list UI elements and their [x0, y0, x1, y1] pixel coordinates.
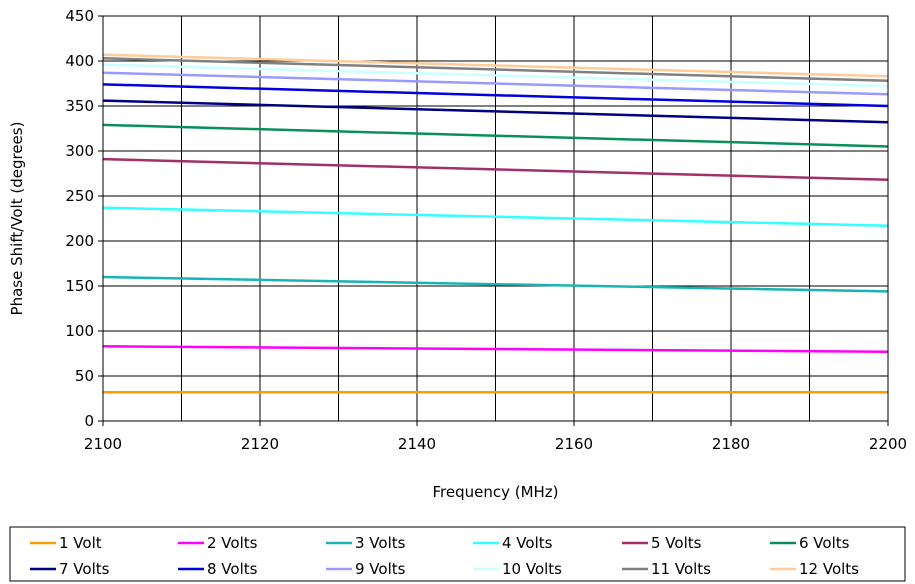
- legend-item-4: 4 Volts: [473, 534, 553, 552]
- y-tick-label-0: 0: [84, 412, 94, 430]
- series-line-6: [102, 123, 889, 148]
- legend-label-8: 8 Volts: [207, 560, 258, 578]
- y-tick-label-3: 150: [65, 277, 94, 295]
- y-axis-title: Phase Shift/Volt (degrees): [8, 122, 26, 316]
- legend-item-12: 12 Volts: [770, 560, 859, 578]
- x-tick-label-4: 2180: [712, 435, 750, 453]
- legend-item-9: 9 Volts: [326, 560, 406, 578]
- series-line-2: [102, 345, 889, 353]
- legend-label-5: 5 Volts: [651, 534, 702, 552]
- legend-item-5: 5 Volts: [622, 534, 702, 552]
- legend-label-12: 12 Volts: [799, 560, 859, 578]
- legend-label-6: 6 Volts: [799, 534, 850, 552]
- x-tick-label-2: 2140: [398, 435, 436, 453]
- legend-item-7: 7 Volts: [30, 560, 110, 578]
- x-tick-label-0: 2100: [84, 435, 122, 453]
- y-tick-label-6: 300: [65, 142, 94, 160]
- legend-label-3: 3 Volts: [355, 534, 406, 552]
- legend-item-10: 10 Volts: [473, 560, 562, 578]
- x-tick-label-3: 2160: [555, 435, 593, 453]
- y-tick-label-2: 100: [65, 322, 94, 340]
- series-line-3: [102, 275, 889, 293]
- y-tick-label-9: 450: [65, 7, 94, 25]
- legend-item-1: 1 Volt: [30, 534, 102, 552]
- legend-label-11: 11 Volts: [651, 560, 711, 578]
- legend-item-8: 8 Volts: [178, 560, 258, 578]
- series-line-10: [102, 63, 889, 88]
- legend-item-3: 3 Volts: [326, 534, 406, 552]
- series-line-5: [102, 157, 889, 182]
- x-tick-label-5: 2200: [869, 435, 907, 453]
- y-tick-label-4: 200: [65, 232, 94, 250]
- legend-label-4: 4 Volts: [502, 534, 553, 552]
- legend-item-11: 11 Volts: [622, 560, 711, 578]
- series-line-11: [102, 57, 889, 83]
- series-line-8: [102, 83, 889, 108]
- legend-items: 1 Volt 2 Volts 3 Volts 4 Volts 5 Volts 6 Volt…: [30, 534, 859, 578]
- y-tick-label-7: 350: [65, 97, 94, 115]
- x-tick-label-1: 2120: [241, 435, 279, 453]
- legend-label-10: 10 Volts: [502, 560, 562, 578]
- y-tick-label-5: 250: [65, 187, 94, 205]
- series-line-9: [102, 71, 889, 96]
- legend: [9, 526, 906, 582]
- series-line-4: [102, 206, 889, 227]
- legend-label-2: 2 Volts: [207, 534, 258, 552]
- legend-item-2: 2 Volts: [178, 534, 258, 552]
- legend-label-1: 1 Volt: [59, 534, 102, 552]
- legend-label-9: 9 Volts: [355, 560, 406, 578]
- y-tick-label-8: 400: [65, 52, 94, 70]
- y-tick-labels: 0 50 100 150 200 250 300 350 400 450: [65, 7, 103, 430]
- x-axis-title: Frequency (MHz): [432, 483, 558, 501]
- legend-item-6: 6 Volts: [770, 534, 850, 552]
- series-line-12: [102, 53, 889, 78]
- plot-border: [102, 15, 889, 422]
- series-line-7: [102, 99, 889, 124]
- series-lines: [102, 53, 889, 394]
- y-tick-label-1: 50: [75, 367, 94, 385]
- x-tick-labels: 2100 2120 2140 2160 2180 2200: [84, 421, 907, 453]
- legend-label-7: 7 Volts: [59, 560, 110, 578]
